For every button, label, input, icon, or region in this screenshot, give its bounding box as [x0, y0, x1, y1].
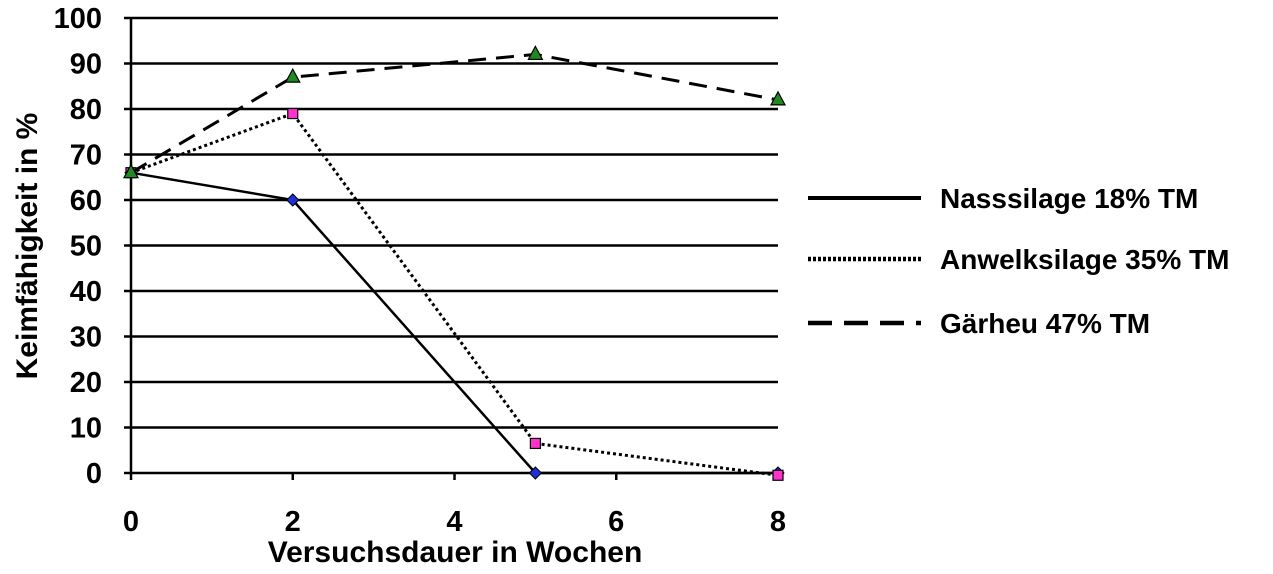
- series-2-point-3: [529, 437, 541, 450]
- y-tick-label-50: 50: [70, 231, 102, 263]
- legend-label-2: Anwelksilage 35% TM: [940, 244, 1229, 275]
- x-tick-label-6: 6: [608, 506, 624, 538]
- legend-label-3: Gärheu 47% TM: [940, 308, 1150, 339]
- series-2-point-2: [287, 107, 299, 120]
- y-tick-label-30: 30: [70, 322, 102, 354]
- y-tick-label-10: 10: [70, 413, 102, 445]
- series-3-point-4: [769, 90, 787, 106]
- legend-item-gaerheu: Gärheu 47% TM: [808, 308, 1150, 339]
- x-tick-label-0: 0: [123, 506, 139, 538]
- y-tick-label-60: 60: [70, 185, 102, 217]
- series-1-point-3: [528, 466, 543, 480]
- series-line-1: [130, 171, 778, 475]
- y-tick-label-70: 70: [70, 140, 102, 172]
- y-tick-label-0: 0: [86, 458, 102, 490]
- y-axis-label: Keimfähigkeit in %: [11, 113, 44, 380]
- series-line-2: [130, 111, 779, 477]
- y-tick-label-40: 40: [70, 276, 102, 308]
- y-tick-label-90: 90: [70, 49, 102, 81]
- series-3-point-1: [122, 163, 140, 179]
- series-1-point-2: [286, 193, 300, 207]
- y-tick-label-80: 80: [70, 94, 102, 126]
- legend-item-anwelksilage: Anwelksilage 35% TM: [808, 244, 1229, 275]
- x-tick-label-8: 8: [770, 506, 786, 538]
- series-group: [122, 45, 787, 481]
- axes: [124, 16, 780, 480]
- legend: Nasssilage 18% TM Anwelksilage 35% TM Gärh…: [808, 183, 1229, 339]
- grid-lines: [131, 16, 778, 475]
- series-3-point-3: [527, 45, 544, 61]
- x-tick-label-4: 4: [446, 506, 462, 538]
- series-3-point-2: [284, 67, 301, 83]
- legend-item-nasssilage: Nasssilage 18% TM: [808, 183, 1198, 214]
- y-tick-label-20: 20: [70, 367, 102, 399]
- legend-label-1: Nasssilage 18% TM: [940, 183, 1198, 214]
- y-tick-label-100: 100: [54, 3, 102, 35]
- x-tick-label-2: 2: [285, 506, 301, 538]
- tick-labels: 0 10 20 30 40 50 60 70 80 90 100 0 2 4 6 8: [54, 3, 786, 538]
- series-2-point-4: [772, 469, 784, 481]
- series-line-3: [130, 52, 779, 174]
- x-axis-label: Versuchsdauer in Wochen: [268, 536, 643, 569]
